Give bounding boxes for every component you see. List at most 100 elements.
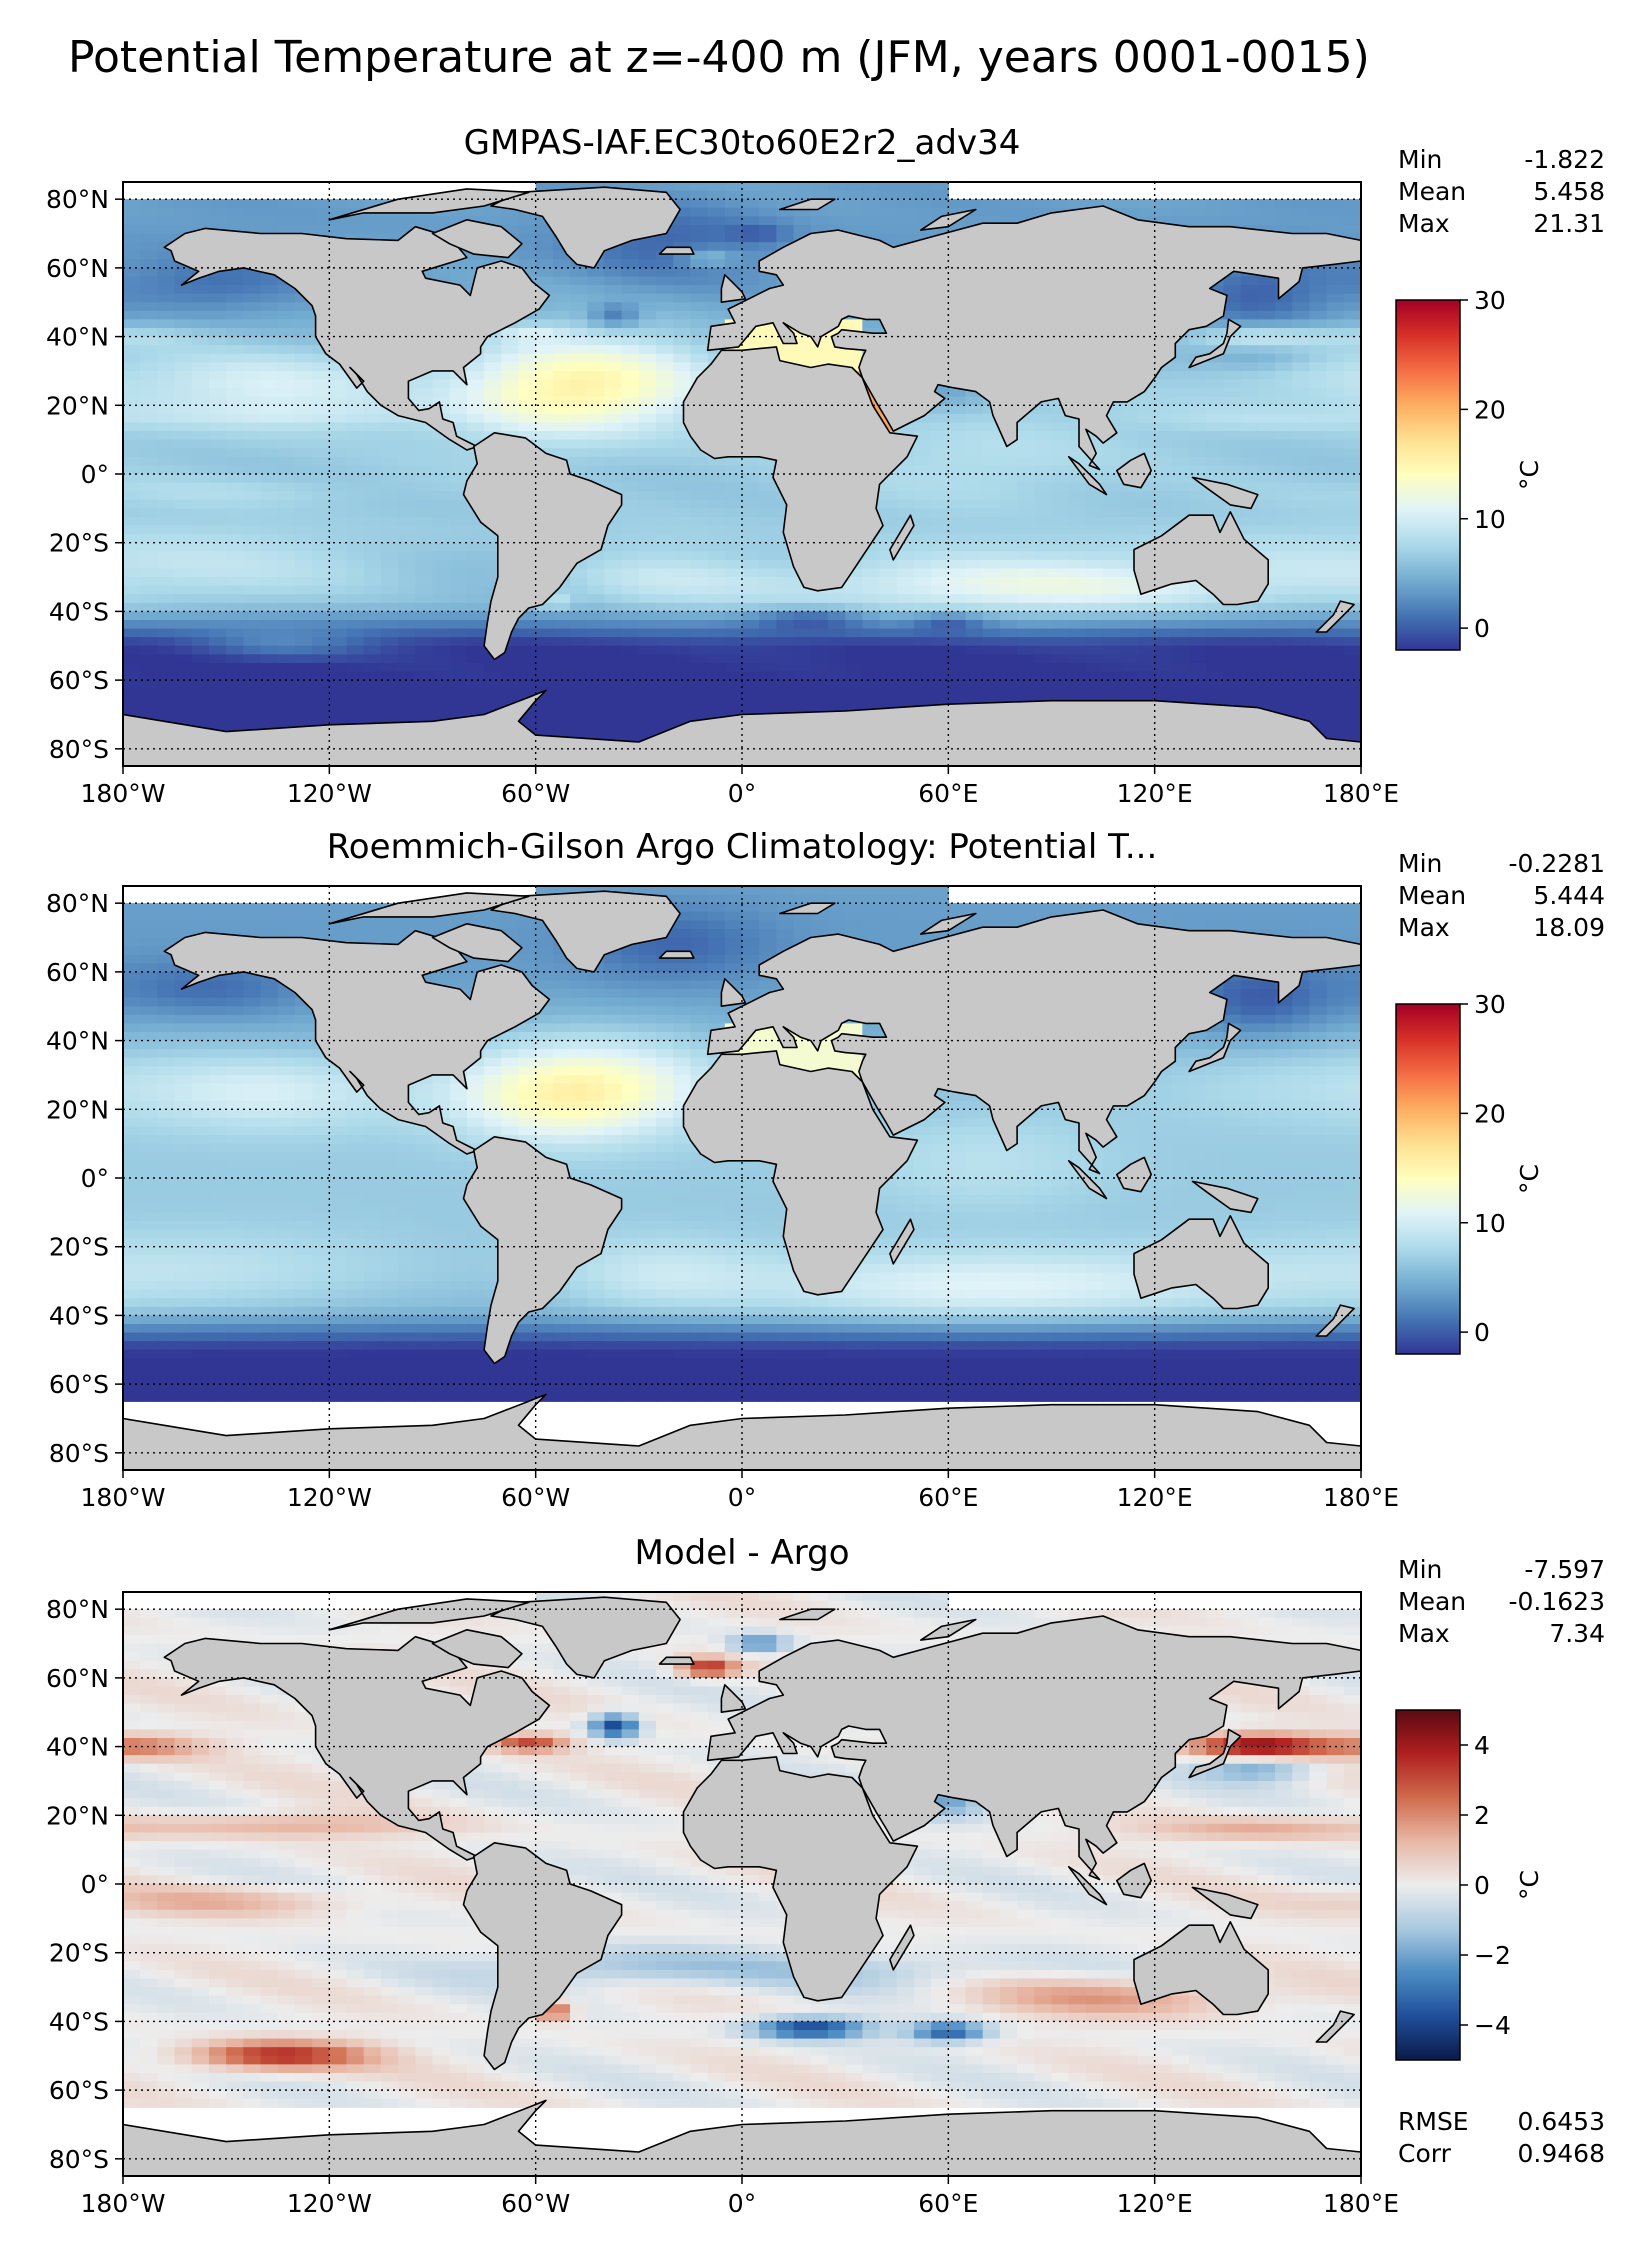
- stat-label: RMSE: [1398, 2107, 1469, 2136]
- stat-label: Max: [1398, 1619, 1450, 1648]
- stat-label: Max: [1398, 209, 1450, 238]
- x-tick-label: 60°E: [918, 779, 978, 808]
- land-iceland: [658, 246, 695, 255]
- land-uk: [720, 273, 747, 304]
- land-iceland: [658, 950, 695, 959]
- colorbar-label: °C: [1515, 460, 1544, 490]
- map-field: [123, 1592, 1361, 2176]
- panel-diff: Model - Argo 80°N 60°N 40°N 20°N 0° 20°S 40°S 60…: [46, 1533, 1605, 2218]
- land-greenland: [490, 1596, 681, 1679]
- panel-obs: Roemmich-Gilson Argo Climatology: Potent…: [46, 827, 1605, 1512]
- colorbar-tick-label: 20: [1474, 395, 1506, 424]
- land-borneo: [1116, 1862, 1152, 1899]
- land-samerica: [462, 431, 623, 661]
- land-greenland: [490, 186, 681, 269]
- land-eurasia: [706, 909, 1361, 1175]
- land-australia: [1133, 1215, 1269, 1310]
- y-tick-label: 60°N: [46, 958, 109, 987]
- stat-label: Corr: [1398, 2139, 1452, 2168]
- x-tick-label: 180°E: [1323, 1483, 1399, 1512]
- colorbar-tick-label: 10: [1474, 1209, 1506, 1238]
- land-africa: [682, 1756, 919, 2002]
- x-tick-label: 120°E: [1117, 2189, 1193, 2218]
- stat-value: -0.1623: [1509, 1587, 1606, 1616]
- y-tick-label: 60°S: [49, 1370, 109, 1399]
- land-nguinea: [1191, 476, 1259, 510]
- colorbar-tick-label: 2: [1474, 1801, 1490, 1830]
- panel-title: Roemmich-Gilson Argo Climatology: Potent…: [327, 827, 1158, 867]
- land-svalbard: [778, 198, 836, 211]
- y-tick-label: 80°N: [46, 889, 109, 918]
- colorbar-tick-label: 4: [1474, 1731, 1490, 1760]
- stat-value: 5.458: [1533, 177, 1605, 206]
- y-tick-label: 20°S: [49, 529, 109, 558]
- land-borneo: [1116, 452, 1152, 489]
- land-namerica: [163, 929, 551, 1155]
- land-baffin: [431, 1629, 523, 1669]
- colorbar-tick-label: −4: [1474, 2011, 1511, 2040]
- land-sumatra: [1067, 455, 1108, 496]
- x-tick-label: 180°E: [1323, 2189, 1399, 2218]
- land-australia: [1133, 510, 1269, 606]
- y-tick-label: 0°: [81, 460, 109, 489]
- y-tick-label: 40°N: [46, 1733, 109, 1762]
- y-tick-label: 80°S: [49, 735, 109, 764]
- y-tick-label: 0°: [81, 1870, 109, 1899]
- y-tick-label: 60°N: [46, 1664, 109, 1693]
- y-tick-label: 80°S: [49, 2145, 109, 2174]
- colorbar-tick-label: 10: [1474, 505, 1506, 534]
- colorbar-tick-label: −2: [1474, 1941, 1511, 1970]
- land-borneo: [1116, 1156, 1152, 1193]
- land-svalbard: [778, 1608, 836, 1621]
- panels: GMPAS-IAF.EC30to60E2r2_adv34 80°N 60°N 40°N…: [46, 123, 1605, 2218]
- land-arcticarch: [328, 892, 530, 925]
- colorbar-tick-label: 20: [1474, 1099, 1506, 1128]
- x-tick-label: 120°E: [1117, 779, 1193, 808]
- y-tick-label: 60°N: [46, 254, 109, 283]
- x-tick-label: 180°W: [81, 779, 166, 808]
- land-madagascar: [889, 1218, 915, 1265]
- y-tick-label: 20°S: [49, 1939, 109, 1968]
- y-tick-label: 80°N: [46, 185, 109, 214]
- x-tick-label: 0°: [728, 2189, 756, 2218]
- land-nguinea: [1191, 1180, 1259, 1214]
- y-tick-label: 80°N: [46, 1595, 109, 1624]
- y-tick-label: 40°S: [49, 1301, 109, 1330]
- colorbar: [1395, 1709, 1461, 2061]
- colorbar-tick-label: 30: [1474, 286, 1506, 315]
- land-nz: [1315, 2010, 1355, 2043]
- stat-label: Mean: [1398, 881, 1466, 910]
- land-australia: [1133, 1921, 1269, 2016]
- land-nz: [1315, 600, 1355, 633]
- stat-label: Mean: [1398, 177, 1466, 206]
- map-field: [123, 886, 1361, 1470]
- x-tick-label: 120°W: [287, 2189, 372, 2218]
- land-baffin: [431, 922, 523, 963]
- x-tick-label: 0°: [728, 1483, 756, 1512]
- colorbar-tick-label: 0: [1474, 1871, 1490, 1900]
- land-arcticarch: [328, 1598, 530, 1631]
- x-tick-label: 60°E: [918, 2189, 978, 2218]
- colorbar-label: °C: [1515, 1164, 1544, 1194]
- land-japan: [1188, 1728, 1242, 1779]
- land-samerica: [462, 1842, 623, 2071]
- panel-model: GMPAS-IAF.EC30to60E2r2_adv34 80°N 60°N 40°N…: [46, 123, 1605, 808]
- x-tick-label: 120°E: [1117, 1483, 1193, 1512]
- figure-suptitle: Potential Temperature at z=-400 m (JFM, …: [68, 32, 1370, 83]
- x-tick-label: 60°W: [501, 1483, 570, 1512]
- colorbar-label: °C: [1515, 1870, 1544, 1900]
- land-madagascar: [889, 514, 915, 561]
- colorbar-tick-label: 0: [1474, 1318, 1490, 1347]
- y-tick-label: 80°S: [49, 1439, 109, 1468]
- stat-value: -0.2281: [1509, 849, 1606, 878]
- land-uk: [720, 1684, 747, 1713]
- x-tick-label: 180°W: [81, 2189, 166, 2218]
- x-tick-label: 180°E: [1323, 779, 1399, 808]
- land-nz: [1315, 1304, 1355, 1337]
- x-tick-label: 120°W: [287, 779, 372, 808]
- y-tick-label: 0°: [81, 1164, 109, 1193]
- y-tick-label: 40°N: [46, 323, 109, 352]
- colorbar-tick-label: 0: [1474, 614, 1490, 643]
- y-tick-label: 60°S: [49, 666, 109, 695]
